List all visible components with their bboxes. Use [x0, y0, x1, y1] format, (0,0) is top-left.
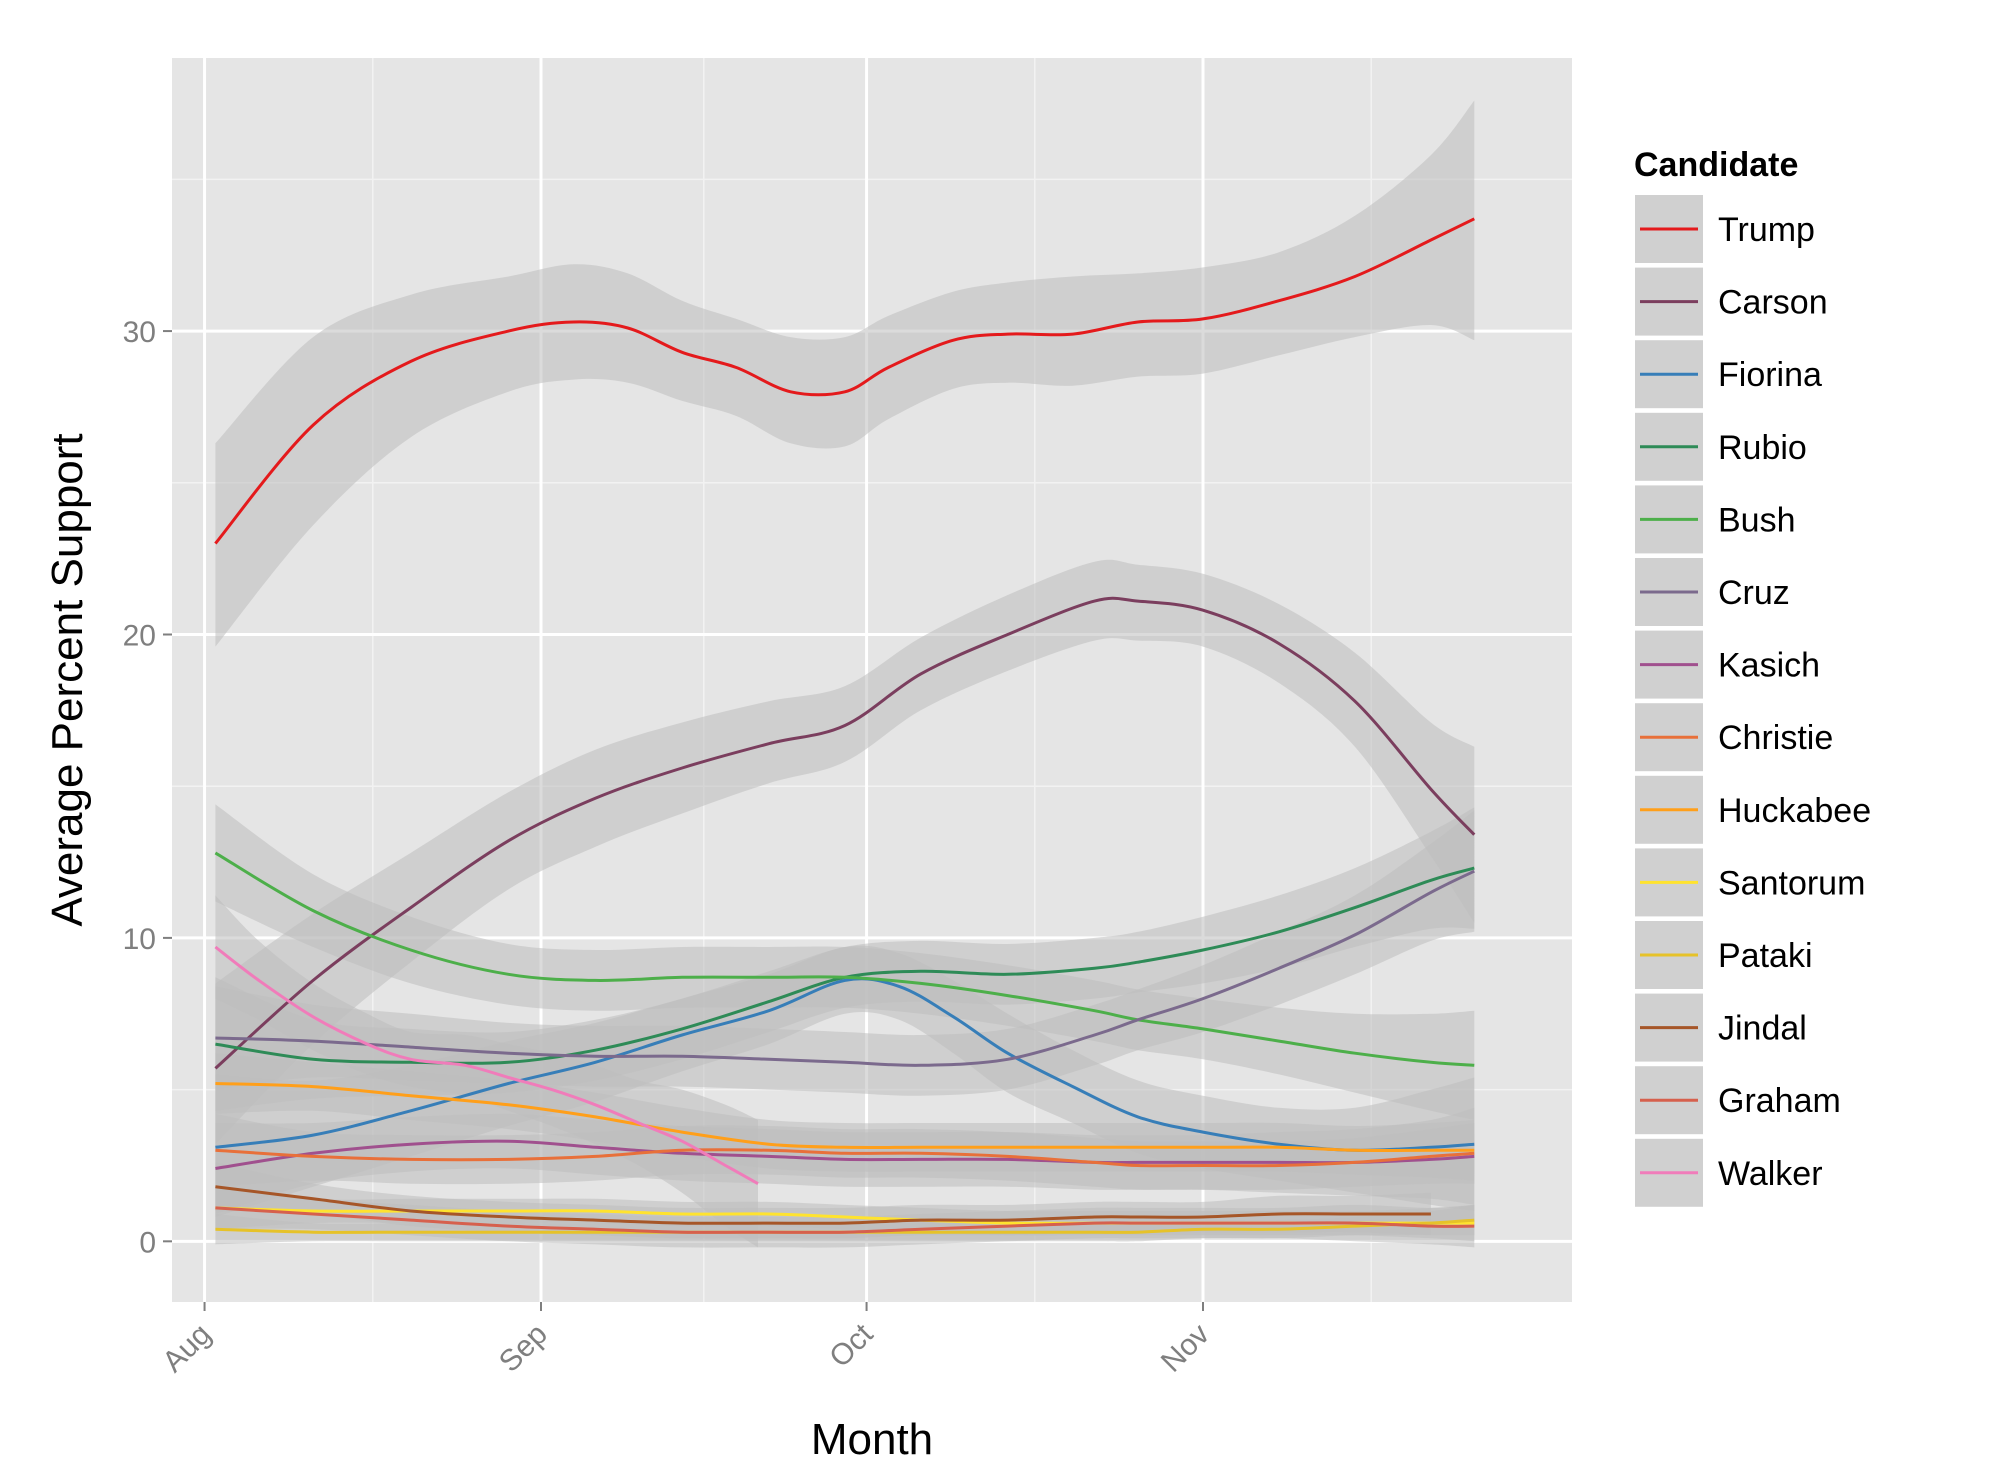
legend-item-walker: Walker	[1633, 1136, 1823, 1209]
legend-item-cruz: Cruz	[1633, 556, 1790, 628]
confidence-band-trump	[215, 100, 1475, 647]
legend-label-graham: Graham	[1718, 1082, 1841, 1120]
x-axis: Aug Sep Oct Nov	[156, 1302, 1216, 1379]
series-line-carson	[214, 596, 1476, 1070]
legend-label-christie: Christie	[1718, 719, 1833, 757]
legend-item-trump: Trump	[1633, 193, 1815, 265]
series-line-cruz	[215, 869, 1475, 1067]
y-tick-label: 0	[139, 1226, 156, 1259]
series-line-christie	[215, 1148, 1475, 1168]
legend-item-graham: Graham	[1633, 1064, 1841, 1137]
series-line-trump	[214, 217, 1475, 545]
legend-item-huckabee: Huckabee	[1633, 773, 1871, 846]
legend-label-carson: Carson	[1718, 284, 1828, 322]
legend-label-fiorina: Fiorina	[1718, 356, 1822, 394]
legend-item-jindal: Jindal	[1633, 991, 1807, 1064]
series-line-pataki	[215, 1218, 1475, 1234]
y-tick-label: 10	[123, 923, 156, 956]
legend-label-huckabee: Huckabee	[1718, 792, 1871, 830]
legend-label-pataki: Pataki	[1718, 937, 1813, 975]
series-line-fiorina	[215, 977, 1475, 1152]
y-tick-label: 30	[123, 316, 156, 349]
legend-label-santorum: Santorum	[1718, 864, 1865, 902]
legend-label-walker: Walker	[1718, 1155, 1823, 1193]
legend-title: Candidate	[1634, 146, 1798, 184]
x-tick-label: Aug	[156, 1318, 217, 1379]
series-lines	[214, 217, 1476, 1234]
y-axis-title: Average Percent Support	[43, 433, 92, 926]
series-line-rubio	[215, 866, 1475, 1065]
x-tick-label: Nov	[1155, 1318, 1216, 1379]
legend-item-christie: Christie	[1633, 701, 1833, 774]
legend-item-fiorina: Fiorina	[1633, 338, 1822, 411]
legend-item-santorum: Santorum	[1633, 846, 1865, 919]
legend-item-pataki: Pataki	[1633, 919, 1813, 991]
legend-label-rubio: Rubio	[1718, 429, 1807, 467]
legend-item-carson: Carson	[1633, 265, 1828, 338]
y-tick-label: 20	[123, 619, 156, 652]
legend-item-bush: Bush	[1633, 483, 1796, 556]
series-line-huckabee	[215, 1082, 1475, 1153]
series-line-walker	[214, 945, 759, 1186]
series-line-kasich	[215, 1139, 1475, 1170]
y-axis: 0 10 20 30	[123, 316, 172, 1259]
legend-label-kasich: Kasich	[1718, 647, 1820, 685]
confidence-band-carson	[215, 559, 1475, 1145]
legend-label-trump: Trump	[1718, 211, 1815, 249]
x-axis-title: Month	[811, 1415, 933, 1464]
series-line-graham	[215, 1206, 1475, 1234]
legend-item-rubio: Rubio	[1633, 410, 1807, 483]
legend-label-jindal: Jindal	[1718, 1010, 1807, 1048]
x-tick-label: Oct	[823, 1317, 880, 1374]
legend-item-kasich: Kasich	[1633, 628, 1820, 701]
series-line-jindal	[215, 1185, 1431, 1225]
x-tick-label: Sep	[493, 1318, 554, 1379]
legend-label-bush: Bush	[1718, 501, 1796, 539]
series-line-bush	[214, 851, 1475, 1067]
legend-label-cruz: Cruz	[1718, 574, 1790, 612]
legend: Candidate Trump Carson Fiorina Rubio Bush Cru…	[1633, 146, 1871, 1209]
